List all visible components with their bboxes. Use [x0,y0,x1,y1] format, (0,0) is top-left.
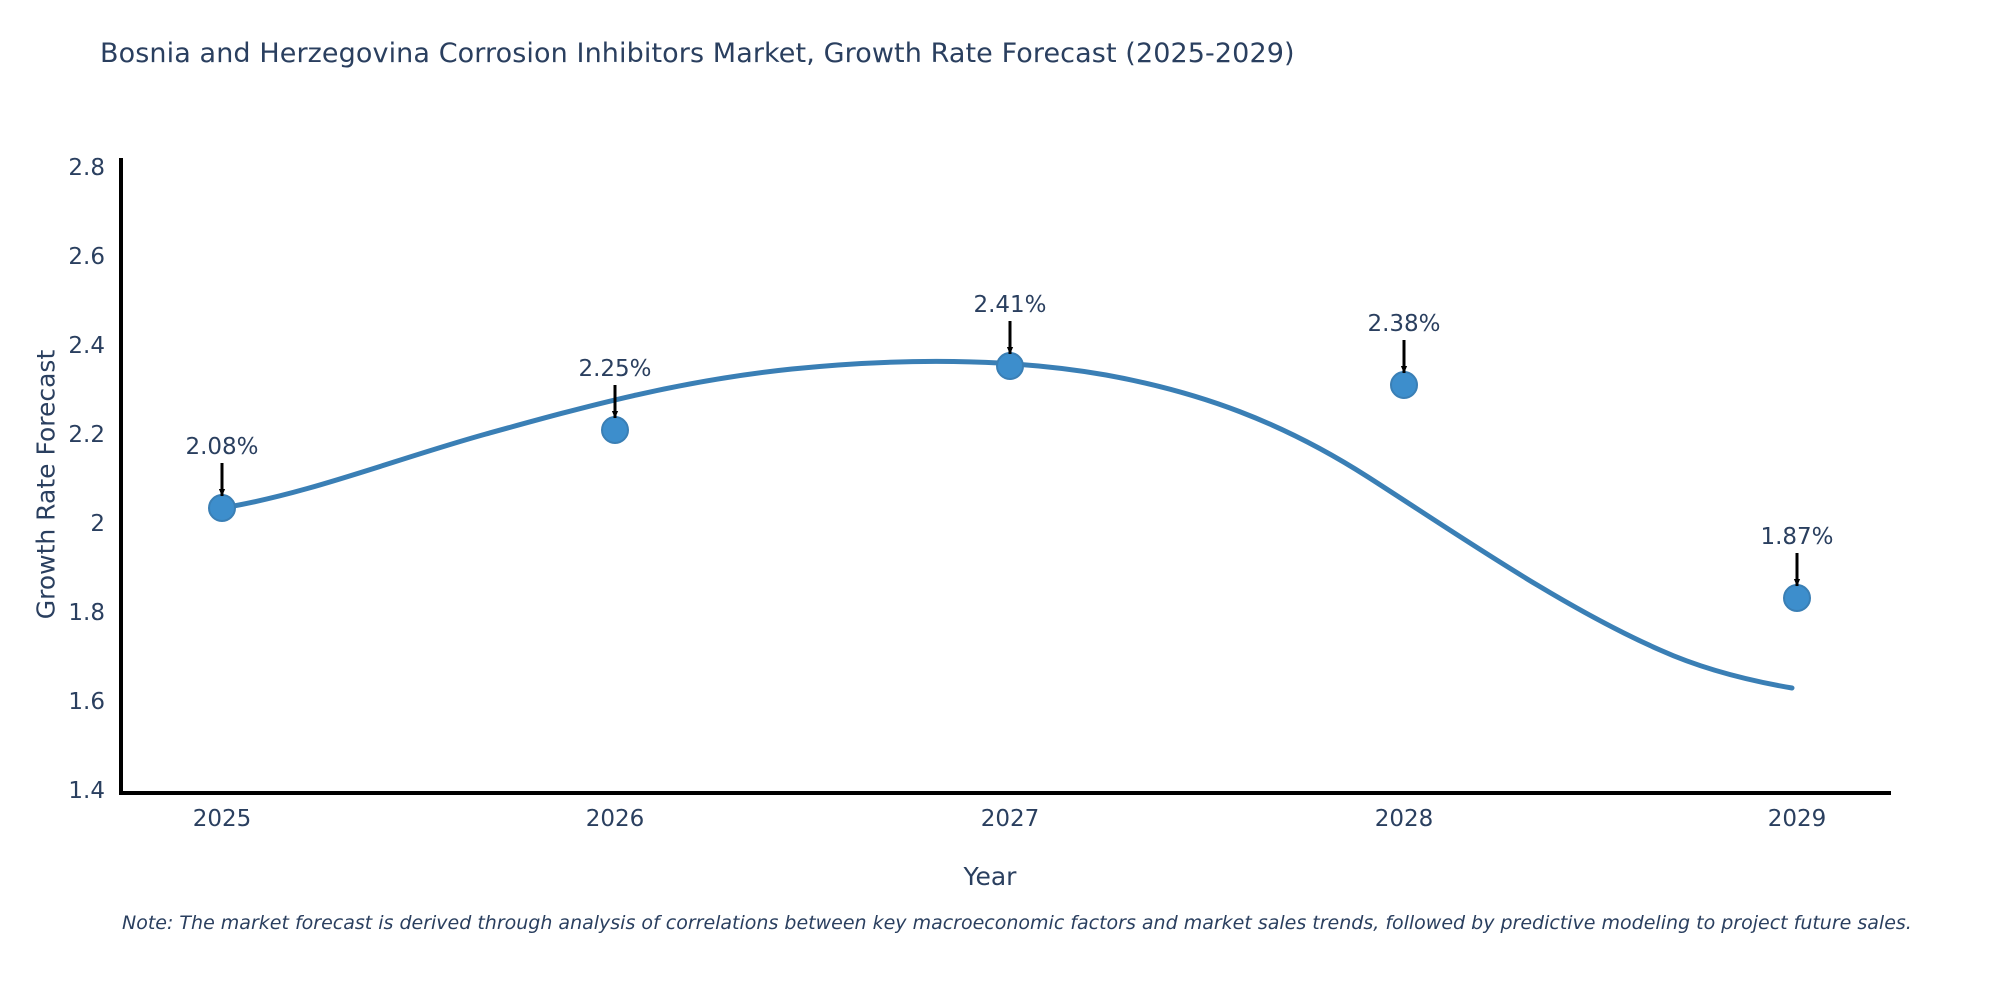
x-tick-label: 2027 [980,806,1040,832]
y-tick-label: 1.6 [68,689,105,715]
y-tick-label: 2.4 [68,333,105,359]
x-axis-title: Year [0,862,2000,891]
x-tick-label: 2026 [585,806,645,832]
data-point-label: 2.08% [185,434,259,460]
data-point-marker [208,494,236,522]
x-tick-label: 2025 [192,806,252,832]
x-tick-label: 2029 [1767,806,1827,832]
y-tick-label: 2.2 [68,422,105,448]
data-point-label: 1.87% [1760,524,1834,550]
data-line [219,358,1795,691]
x-tick-label: 2028 [1374,806,1434,832]
data-point-marker [1390,371,1418,399]
y-axis-tick-labels: 2.8 2.6 2.4 2.2 2 1.8 1.6 1.4 [0,0,105,1000]
data-point-label: 2.25% [578,356,652,382]
y-tick-label: 1.4 [68,778,105,804]
data-point-marker [1783,584,1811,612]
data-point-label: 2.38% [1367,311,1441,337]
data-point-marker [601,416,629,444]
chart-footnote: Note: The market forecast is derived thr… [122,912,1912,934]
y-tick-label: 2.6 [68,244,105,270]
data-point-label: 2.41% [973,292,1047,318]
data-point-marker [996,352,1024,380]
y-tick-label: 1.8 [68,600,105,626]
x-axis-title-text: Year [963,862,1017,891]
chart-title: Bosnia and Herzegovina Corrosion Inhibit… [100,38,1295,69]
y-tick-label: 2.8 [68,155,105,181]
y-tick-label: 2 [90,511,105,537]
